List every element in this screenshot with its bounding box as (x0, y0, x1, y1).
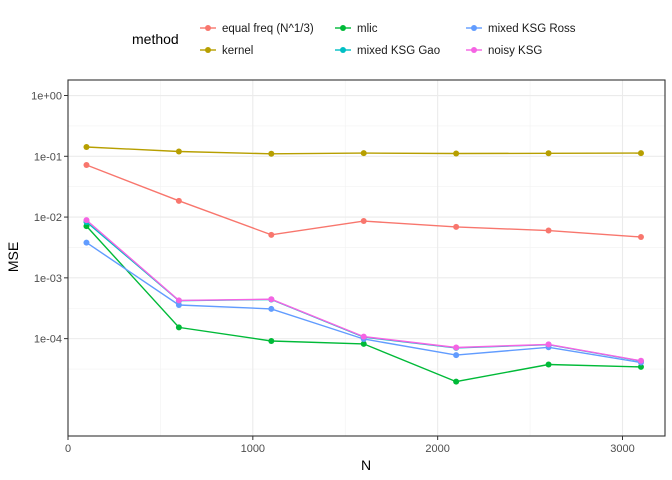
data-point (83, 217, 90, 224)
series-0 (83, 161, 644, 241)
legend-key (200, 25, 216, 31)
data-point (453, 378, 460, 385)
data-point (360, 218, 367, 225)
data-point (83, 223, 90, 230)
data-point (545, 150, 552, 157)
data-point (175, 197, 182, 204)
legend-title: method (132, 31, 179, 47)
data-point (545, 341, 552, 348)
data-point (453, 223, 460, 230)
data-point (453, 150, 460, 157)
data-point (175, 301, 182, 308)
panel-border (67, 79, 666, 437)
x-tick-label: 0 (65, 443, 71, 455)
legend-key (466, 25, 482, 31)
data-point (268, 337, 275, 344)
data-point (453, 352, 460, 359)
series-5 (83, 217, 644, 364)
data-point (545, 361, 552, 368)
legend-key-point (205, 25, 211, 31)
y-axis-title: MSE (5, 242, 21, 272)
data-point (268, 296, 275, 303)
legend: method equal freq (N^1/3) kernel mlic mixed… (132, 23, 576, 57)
data-point (360, 150, 367, 157)
legend-key-point (340, 47, 346, 53)
legend-entry: noisy KSG (488, 45, 542, 57)
data-point (268, 231, 275, 238)
data-point (637, 150, 644, 157)
data-point (637, 234, 644, 241)
legend-key-point (471, 47, 477, 53)
x-tick-label: 1000 (241, 443, 265, 455)
legend-key-point (471, 25, 477, 31)
legend-entry: mlic (357, 23, 378, 35)
series-2 (83, 223, 644, 385)
legend-entry: mixed KSG Gao (357, 45, 440, 57)
data-point (175, 148, 182, 155)
data-point (360, 340, 367, 347)
legend-entry: equal freq (N^1/3) (222, 23, 314, 35)
y-tick-label: 1e-01 (34, 151, 62, 163)
data-point (268, 305, 275, 312)
data-point (175, 297, 182, 304)
data-point (83, 161, 90, 168)
legend-key-point (205, 47, 211, 53)
y-tick-label: 1e-02 (34, 212, 62, 224)
series-line (85, 225, 642, 383)
data-point (175, 324, 182, 331)
data-point (83, 144, 90, 151)
legend-key (335, 47, 351, 53)
legend-key (200, 47, 216, 53)
y-tick-label: 1e-04 (34, 334, 62, 346)
legend-entry: mixed KSG Ross (488, 23, 576, 35)
plot-area: 0 1000 2000 3000 1e-04 1e-03 1e-02 1e-01 1e+00 (31, 79, 666, 455)
data-point (545, 227, 552, 234)
data-point (268, 150, 275, 157)
legend-key-point (340, 25, 346, 31)
legend-key (466, 47, 482, 53)
x-axis-title: N (361, 457, 371, 473)
data-point (453, 344, 460, 351)
data-point (83, 239, 90, 246)
x-tick-label: 3000 (610, 443, 634, 455)
y-tick-label: 1e+00 (31, 91, 62, 103)
data-point (637, 363, 644, 370)
data-point (637, 357, 644, 364)
y-tick-label: 1e-03 (34, 273, 62, 285)
series-line (86, 164, 642, 238)
legend-key (335, 25, 351, 31)
data-point (360, 333, 367, 340)
series-1 (83, 144, 644, 157)
legend-entry: kernel (222, 45, 253, 57)
x-tick-label: 2000 (425, 443, 449, 455)
